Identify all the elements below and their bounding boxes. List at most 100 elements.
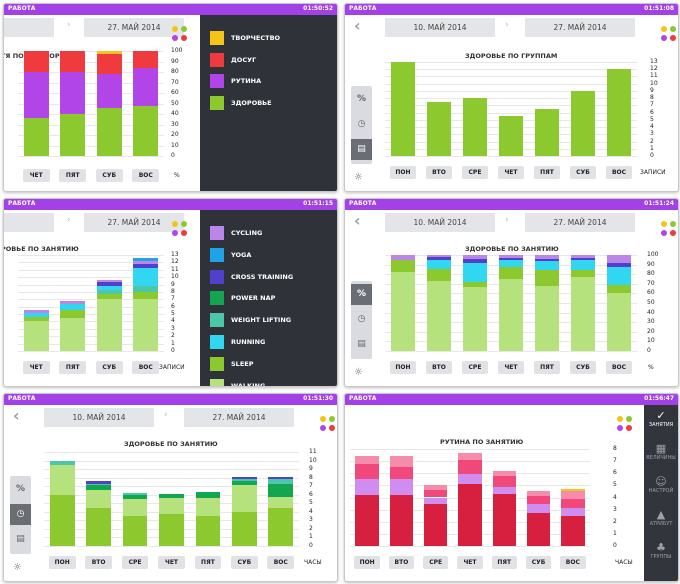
- category-button[interactable]: ВОС: [132, 361, 160, 374]
- clock-icon[interactable]: ◷: [10, 504, 31, 525]
- y-tick-label: 7: [613, 457, 617, 465]
- category-button[interactable]: СРЕ: [121, 556, 149, 569]
- bar-segment: [268, 479, 294, 485]
- chart-title: ЗДОРОВЬЕ ПО ЗАНЯТИЮ: [465, 245, 559, 253]
- category-button[interactable]: ВОС: [132, 169, 160, 182]
- category-button[interactable]: СУБ: [95, 361, 123, 374]
- nav-activities-label: ЗАНЯТИЯ: [648, 422, 674, 428]
- nav-attributes[interactable]: ▲ АТРИБУТ: [644, 508, 678, 527]
- category-button[interactable]: ВОС: [267, 556, 295, 569]
- list-icon[interactable]: ▤: [357, 339, 366, 349]
- category-button[interactable]: ПЯТ: [491, 556, 517, 569]
- category-button[interactable]: ЧЕТ: [22, 361, 50, 374]
- percent-button[interactable]: %: [15, 484, 26, 494]
- bar-segment: [133, 260, 159, 264]
- bar-segment: [498, 266, 524, 279]
- y-tick-label: 10: [650, 79, 658, 87]
- category-button[interactable]: ВОС: [605, 361, 633, 374]
- category-button[interactable]: ПЯТ: [194, 556, 222, 569]
- nav-activities[interactable]: ✓ ЗАНЯТИЯ: [644, 409, 678, 428]
- date-from-field[interactable]: [4, 18, 54, 37]
- bar-segment: [231, 479, 257, 482]
- category-button[interactable]: ПЯТ: [533, 361, 561, 374]
- category-button[interactable]: ПОН: [389, 166, 417, 179]
- legend-panel: ТВОРЧЕСТВО ДОСУГ РУТИНА ЗДОРОВЬЕ: [200, 15, 337, 191]
- date-to-field[interactable]: 27. МАЙ 2014: [84, 213, 184, 232]
- bar-segment: [492, 493, 516, 546]
- category-button[interactable]: СУБ: [525, 556, 552, 569]
- date-from-field[interactable]: [4, 213, 54, 232]
- category-button[interactable]: ПОН: [354, 556, 380, 569]
- category-button[interactable]: ПЯТ: [59, 361, 87, 374]
- category-button[interactable]: ВТО: [425, 166, 453, 179]
- date-to-field[interactable]: 27. МАЙ 2014: [84, 18, 184, 37]
- category-button[interactable]: ПЯТ: [59, 169, 87, 182]
- bar-segment: [389, 456, 414, 468]
- date-from-field[interactable]: 10. МАЙ 2014: [385, 213, 495, 232]
- bar-segment: [60, 51, 86, 72]
- date-from-field[interactable]: 10. МАЙ 2014: [44, 408, 154, 427]
- date-to-field[interactable]: 27. МАЙ 2014: [184, 408, 294, 427]
- nav-groups-label: ГРУППЫ: [650, 554, 672, 560]
- dot: [329, 416, 335, 422]
- clock-icon[interactable]: ◷: [357, 119, 366, 129]
- back-arrow-icon[interactable]: ‹: [13, 406, 20, 425]
- settings-gear-icon[interactable]: ☼: [13, 562, 22, 573]
- category-button[interactable]: СУБ: [569, 361, 597, 374]
- back-arrow-icon[interactable]: ‹: [354, 16, 361, 35]
- category-button[interactable]: ВТО: [425, 361, 453, 374]
- date-to-field[interactable]: 27. МАЙ 2014: [525, 18, 635, 37]
- percent-button[interactable]: %: [351, 284, 372, 305]
- y-tick-label: 0: [309, 542, 313, 549]
- nav-values[interactable]: ▦ ВЕЛИЧИНЫ: [644, 442, 678, 461]
- grid-line: [385, 90, 637, 92]
- chart-title: ЗДОРОВЬЕ ПО ГРУППАМ: [465, 52, 558, 60]
- chart-title: ЗДОРОВЬЕ ПО ЗАНЯТИЮ: [124, 440, 218, 448]
- category-button[interactable]: СРЕ: [461, 361, 489, 374]
- settings-gear-icon[interactable]: ☼: [354, 367, 363, 378]
- bar-segment: [60, 304, 86, 311]
- category-button[interactable]: СУБ: [230, 556, 258, 569]
- bar-segment: [268, 507, 294, 546]
- grid-line: [385, 62, 637, 63]
- category-button[interactable]: ВОС: [605, 166, 633, 179]
- category-button[interactable]: ЧЕТ: [158, 556, 185, 569]
- category-button[interactable]: СУБ: [569, 166, 597, 179]
- y-tick-label: 11: [309, 448, 317, 455]
- nav-moods[interactable]: ☺ НАСТРОЙ: [644, 475, 678, 494]
- legend-swatch: [210, 95, 224, 110]
- category-button[interactable]: ВОС: [560, 556, 586, 569]
- nav-groups[interactable]: ♣ ГРУППЫ: [644, 541, 678, 560]
- category-button[interactable]: ЧЕТ: [22, 169, 50, 182]
- category-button[interactable]: ПОН: [389, 361, 417, 374]
- percent-button[interactable]: %: [356, 94, 367, 104]
- category-button[interactable]: ЧЕТ: [497, 166, 525, 179]
- y-tick-label: 13: [171, 251, 179, 258]
- y-tick-label: 100: [647, 251, 659, 258]
- back-arrow-icon[interactable]: ‹: [354, 211, 361, 230]
- date-from-field[interactable]: 10. МАЙ 2014: [385, 18, 495, 37]
- bar-segment: [133, 299, 159, 351]
- list-icon[interactable]: ▤: [16, 534, 25, 544]
- category-button[interactable]: ВТО: [388, 556, 415, 569]
- y-tick-label: 8: [613, 445, 617, 452]
- grid-line: [385, 69, 637, 71]
- date-to-field[interactable]: 27. МАЙ 2014: [525, 213, 635, 232]
- category-button[interactable]: ВТО: [85, 556, 113, 569]
- dot: [181, 221, 187, 227]
- category-button[interactable]: СРЕ: [461, 166, 489, 179]
- list-icon[interactable]: ▤: [351, 139, 372, 160]
- bar-segment: [534, 270, 560, 286]
- bar-segment: [96, 280, 122, 283]
- clock-icon[interactable]: ◷: [357, 314, 366, 324]
- category-button[interactable]: ПОН: [48, 556, 76, 569]
- category-button[interactable]: СУБ: [95, 169, 123, 182]
- category-button[interactable]: ЧЕТ: [457, 556, 483, 569]
- bar-segment: [355, 463, 379, 480]
- category-button[interactable]: СРЕ: [423, 556, 449, 569]
- category-button[interactable]: ЧЕТ: [497, 361, 525, 374]
- settings-gear-icon[interactable]: ☼: [354, 172, 363, 183]
- y-tick-label: 10: [171, 141, 179, 149]
- category-button[interactable]: ПЯТ: [533, 166, 561, 179]
- bar-segment: [23, 317, 49, 322]
